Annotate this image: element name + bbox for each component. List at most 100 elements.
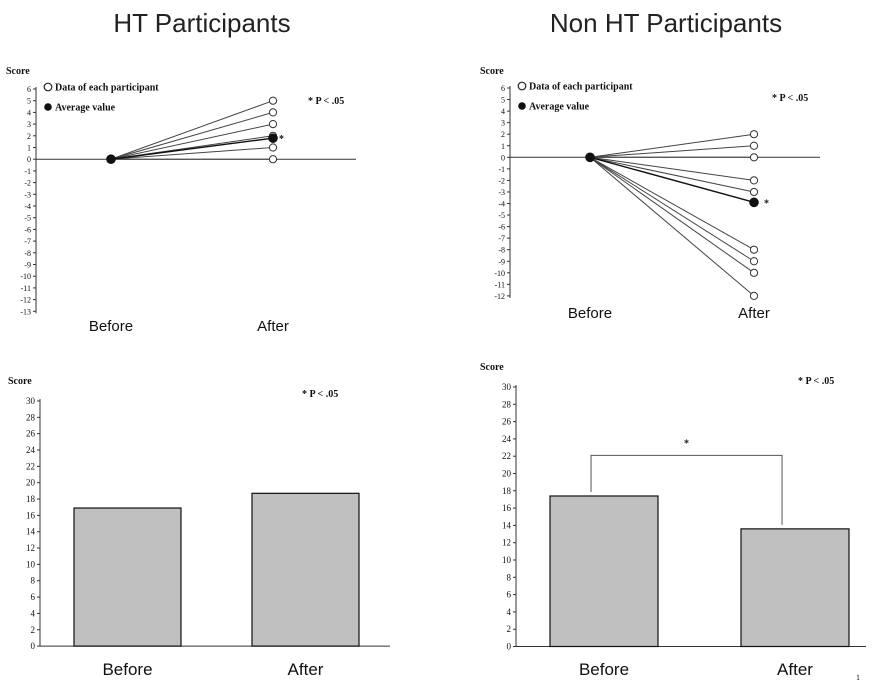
after-average-point — [749, 197, 759, 208]
ht-line-chart: Score 6 5 4 3 2 1 0 -1 -2 -3 -4 -5 -6 -7 -8 -9 -10 -11 -12 -… — [6, 66, 356, 335]
participant-point — [749, 153, 759, 162]
y-tick-label: -7 — [24, 237, 31, 246]
participant-line — [110, 100, 274, 160]
participant-point — [268, 108, 278, 117]
legend-participants: Data of each participant — [529, 82, 633, 93]
y-tick-label: -4 — [498, 200, 505, 209]
y-tick-label: 0 — [501, 153, 505, 162]
y-tick-label: -6 — [498, 223, 505, 232]
legend-average: Average value — [529, 102, 590, 113]
y-tick-label: -1 — [24, 167, 31, 176]
x-category-label: Before — [568, 305, 612, 322]
y-tick-label: 14 — [26, 527, 36, 537]
participant-line — [589, 156, 755, 251]
y-tick-label: 16 — [502, 503, 512, 513]
participant-line — [589, 133, 755, 158]
legend-filled-marker — [44, 103, 52, 111]
y-axis-label: Score — [6, 66, 30, 77]
participant-line — [589, 156, 755, 181]
participant-line — [589, 156, 755, 274]
participant-line — [589, 156, 755, 193]
y-tick-label: -11 — [21, 284, 31, 293]
legend-average: Average value — [55, 103, 116, 114]
title-nonht: Non HT Participants — [550, 8, 782, 38]
y-tick-label: 1 — [27, 144, 31, 153]
y-tick-label: 5 — [27, 97, 31, 106]
average-line — [110, 137, 274, 160]
y-tick-label: 10 — [502, 555, 512, 565]
y-axis-label: Score — [480, 66, 504, 77]
participant-line — [110, 147, 274, 160]
y-tick-label: -6 — [24, 225, 31, 234]
before-average-point — [585, 152, 595, 163]
participant-point — [268, 96, 278, 105]
nonht-line-chart: Score 6 5 4 3 2 1 0 -1 -2 -3 -4 -5 -6 -7 -8 -9 -10 -11 -12 *… — [480, 66, 820, 322]
y-tick-label: 26 — [26, 429, 36, 439]
y-tick-label: -10 — [20, 272, 31, 281]
y-tick-label: 0 — [31, 641, 36, 651]
bar — [251, 492, 360, 647]
average-significance-marker: * — [279, 134, 284, 145]
before-average-point — [106, 154, 116, 164]
y-tick-label: -4 — [24, 202, 31, 211]
y-tick-label: 20 — [502, 469, 512, 479]
participant-point — [749, 257, 759, 266]
y-tick-label: 6 — [27, 85, 31, 94]
y-tick-label: 22 — [502, 451, 511, 461]
y-tick-label: 8 — [507, 572, 512, 582]
y-tick-label: 5 — [501, 96, 505, 105]
participant-point — [749, 176, 759, 185]
y-tick-label: 0 — [507, 642, 512, 652]
significance-note: * P < .05 — [302, 389, 338, 400]
y-tick-label: 6 — [31, 592, 36, 602]
significance-bracket — [590, 454, 783, 525]
y-tick-label: 12 — [502, 538, 511, 548]
y-tick-label: -8 — [24, 249, 31, 258]
y-tick-label: 18 — [502, 486, 512, 496]
x-category-label: Before — [102, 660, 152, 679]
y-tick-label: 20 — [26, 478, 36, 488]
y-tick-label: 10 — [26, 559, 36, 569]
y-axis-label: Score — [8, 376, 32, 387]
y-tick-label: -1 — [498, 165, 505, 174]
participant-point — [749, 141, 759, 150]
participant-point — [749, 245, 759, 254]
y-tick-label: 18 — [26, 494, 36, 504]
bracket-significance-marker: * — [684, 438, 689, 449]
y-tick-label: 24 — [502, 434, 512, 444]
participant-point — [749, 130, 759, 139]
significance-note: * P < .05 — [798, 376, 834, 387]
participant-line — [589, 145, 755, 158]
significance-note: * P < .05 — [772, 93, 808, 104]
y-tick-label: -3 — [24, 190, 31, 199]
y-tick-label: 1 — [501, 142, 505, 151]
y-tick-label: 6 — [507, 590, 512, 600]
bar — [549, 495, 659, 648]
participant-point — [268, 120, 278, 129]
y-tick-label: 12 — [26, 543, 35, 553]
y-tick-label: 30 — [502, 382, 512, 392]
y-tick-label: 3 — [501, 119, 505, 128]
y-tick-label: -7 — [498, 234, 505, 243]
y-tick-label: 28 — [502, 399, 512, 409]
y-tick-label: -11 — [495, 280, 505, 289]
y-tick-label: -2 — [498, 176, 505, 185]
y-tick-label: -3 — [498, 188, 505, 197]
participant-point — [749, 268, 759, 277]
y-tick-label: -8 — [498, 246, 505, 255]
y-tick-label: 2 — [507, 624, 512, 634]
y-tick-label: 22 — [26, 461, 35, 471]
y-tick-label: -12 — [20, 296, 31, 305]
bar — [740, 528, 850, 648]
y-tick-label: 6 — [501, 84, 505, 93]
participant-point — [749, 291, 759, 300]
y-axis-label: Score — [480, 362, 504, 373]
y-tick-label: 2 — [31, 625, 36, 635]
participant-point — [268, 155, 278, 164]
significance-note: * P < .05 — [308, 96, 344, 107]
x-category-label: After — [288, 660, 324, 679]
y-tick-label: 8 — [31, 576, 36, 586]
participant-point — [749, 187, 759, 197]
